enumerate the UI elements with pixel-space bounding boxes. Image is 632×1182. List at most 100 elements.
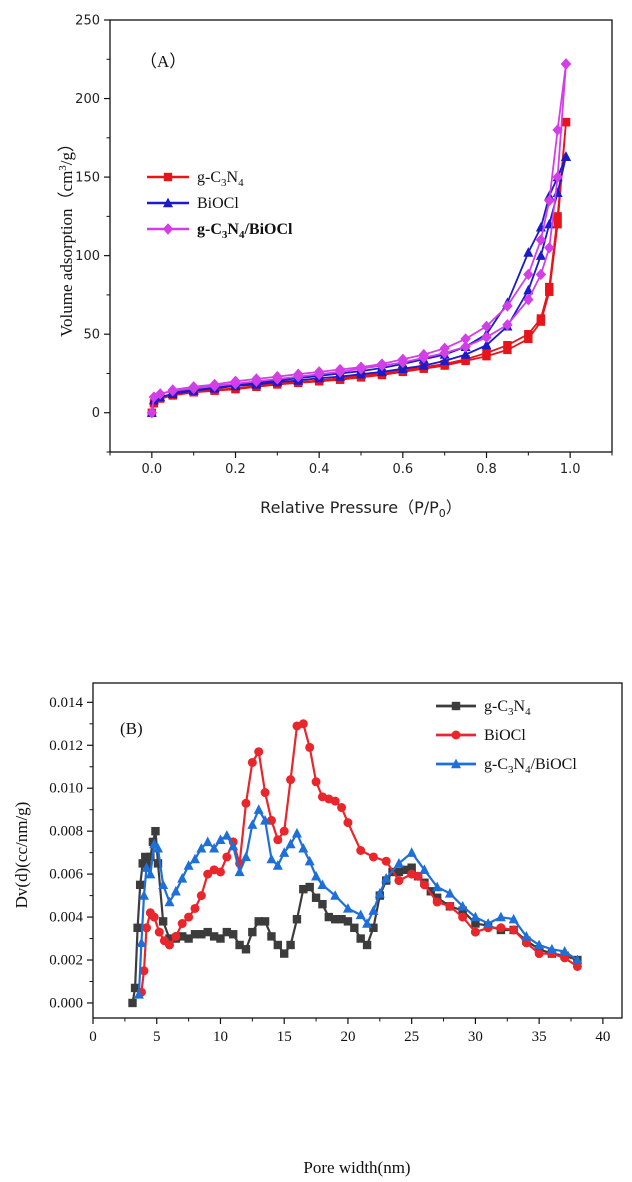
- legend-item: BiOCl: [147, 195, 239, 212]
- data-point: [291, 827, 302, 838]
- data-point: [355, 361, 367, 373]
- data-point: [343, 917, 353, 926]
- y-tick-label: 50: [83, 328, 100, 343]
- data-point: [381, 873, 392, 883]
- legend-marker: [163, 172, 173, 182]
- data-point: [445, 901, 455, 911]
- data-point: [209, 378, 220, 391]
- data-point: [523, 293, 534, 306]
- data-point: [235, 940, 244, 950]
- data-point: [503, 340, 512, 350]
- data-point: [133, 988, 144, 999]
- y-tick-label: 250: [75, 14, 100, 29]
- data-point: [247, 757, 257, 767]
- data-point: [164, 940, 174, 950]
- data-point: [155, 388, 166, 400]
- data-point: [184, 934, 193, 943]
- data-point: [523, 268, 534, 281]
- data-point: [196, 842, 207, 853]
- series-line: [137, 807, 579, 995]
- data-point: [253, 804, 264, 814]
- data-point: [209, 842, 220, 853]
- data-point: [254, 917, 263, 926]
- y-tick-label: 0.014: [49, 695, 83, 711]
- data-point: [552, 124, 563, 136]
- data-point: [293, 368, 304, 380]
- data-point: [356, 846, 366, 855]
- y-tick-label: 150: [75, 171, 100, 186]
- data-point: [330, 890, 341, 900]
- data-point: [536, 314, 546, 323]
- data-point: [305, 882, 314, 892]
- data-point: [481, 320, 492, 333]
- data-point: [397, 353, 409, 366]
- data-point: [432, 881, 443, 892]
- data-point: [248, 927, 257, 937]
- data-point: [149, 912, 159, 922]
- data-point: [285, 838, 296, 849]
- data-point: [407, 863, 416, 872]
- data-point: [136, 937, 147, 948]
- y-tick-label: 0.002: [49, 953, 83, 969]
- data-point: [523, 247, 534, 257]
- data-point: [304, 855, 315, 866]
- x-tick-label: 0.4: [309, 462, 330, 477]
- x-tick-label: 25: [404, 1029, 419, 1045]
- data-point: [135, 880, 145, 890]
- data-point: [229, 930, 238, 939]
- legend-label: BiOCl: [484, 727, 526, 744]
- data-point: [406, 847, 417, 857]
- data-point: [153, 842, 164, 853]
- data-point: [439, 355, 450, 366]
- data-point: [368, 905, 379, 915]
- data-point: [393, 857, 404, 868]
- data-point: [350, 923, 359, 933]
- data-point: [355, 909, 366, 920]
- series-biocl: [146, 151, 571, 417]
- data-point: [509, 925, 519, 935]
- data-point: [545, 282, 554, 292]
- y-tick-label: 0.006: [49, 867, 83, 883]
- y-tick-label: 0.012: [49, 738, 83, 754]
- x-tick-label: 1.0: [560, 462, 581, 477]
- data-point: [330, 915, 340, 924]
- data-point: [286, 940, 295, 950]
- data-point: [317, 879, 328, 890]
- data-point: [534, 939, 545, 950]
- x-tick-label: 35: [532, 1029, 547, 1045]
- data-point: [158, 879, 169, 890]
- data-point: [241, 945, 251, 954]
- data-point: [432, 897, 442, 907]
- data-point: [272, 860, 283, 870]
- data-point: [460, 341, 471, 353]
- data-point: [374, 888, 385, 898]
- data-point: [460, 333, 471, 345]
- data-point: [222, 852, 232, 862]
- data-point: [267, 932, 276, 941]
- data-point: [247, 819, 258, 829]
- data-point: [298, 842, 309, 853]
- data-point: [228, 840, 239, 851]
- data-point: [457, 900, 468, 911]
- legend-item: g-C3N4: [147, 169, 244, 189]
- data-point: [561, 117, 571, 127]
- data-point: [337, 803, 347, 813]
- data-point: [553, 212, 562, 221]
- data-point: [189, 853, 200, 864]
- legend-marker: [451, 758, 461, 769]
- y-tick-label: 0.008: [49, 824, 83, 840]
- data-point: [553, 220, 562, 229]
- data-point: [178, 932, 187, 941]
- data-point: [171, 931, 181, 941]
- data-point: [444, 888, 455, 898]
- series-g-c3n4-biocl: [133, 804, 583, 999]
- data-point: [426, 887, 435, 896]
- data-point: [146, 407, 158, 419]
- legend-item: g-C3N4/BiOCl: [147, 221, 293, 241]
- data-point: [299, 884, 308, 894]
- data-point: [266, 853, 277, 864]
- data-point: [482, 348, 491, 358]
- data-point: [311, 893, 321, 902]
- data-point: [138, 890, 149, 900]
- data-point: [260, 815, 271, 825]
